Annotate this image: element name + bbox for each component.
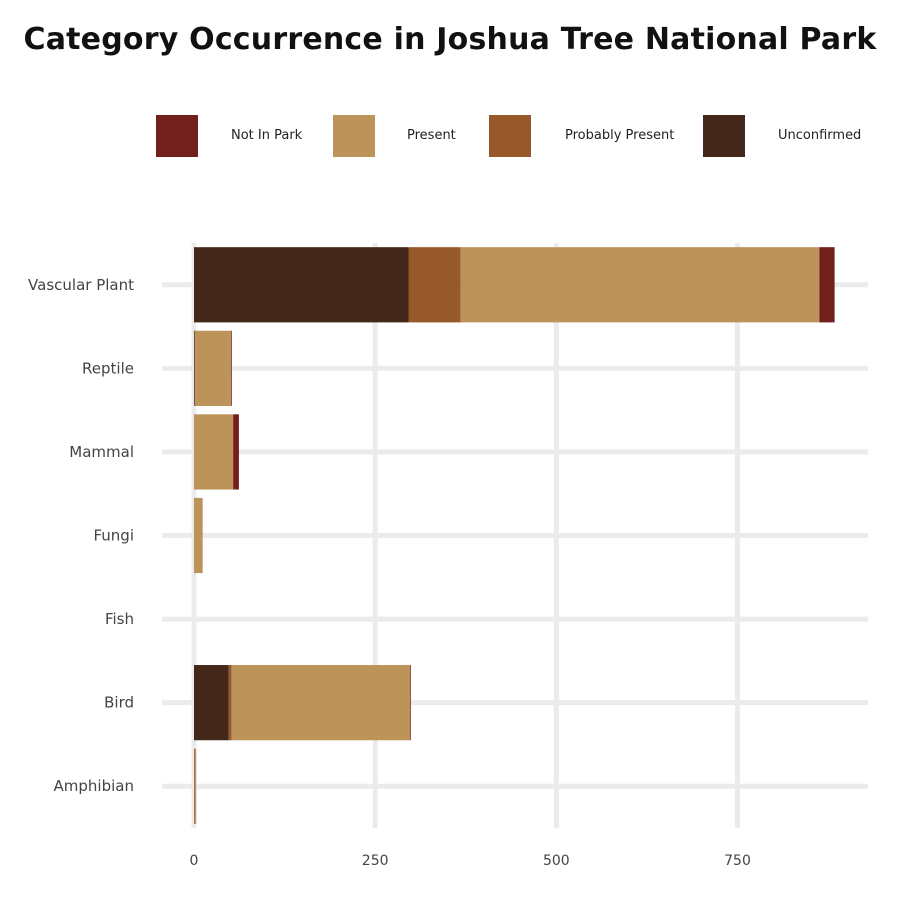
x-tick-label-500: 500 [543, 853, 570, 869]
bar-amphibian-probably-present [194, 748, 195, 824]
bar-reptile-unconfirmed [194, 330, 195, 406]
y-tick-label-fish: Fish [105, 610, 134, 628]
x-tick-label-750: 750 [724, 853, 751, 869]
y-tick-label-vascular-plant: Vascular Plant [28, 276, 134, 294]
y-tick-label-mammal: Mammal [69, 443, 134, 461]
legend-label-probably-present: Probably Present [565, 128, 675, 143]
bar-vascular-plant-probably-present [408, 247, 461, 323]
legend-label-present: Present [407, 128, 456, 143]
x-tick-label-0: 0 [190, 853, 199, 869]
bar-bird-present [231, 665, 410, 741]
bar-mammal-not-in-park [233, 414, 239, 490]
bar-vascular-plant-not-in-park [819, 247, 835, 323]
y-tick-label-fungi: Fungi [93, 527, 134, 545]
bar-reptile-not-in-park [230, 330, 232, 406]
y-tick-label-bird: Bird [104, 694, 134, 712]
bar-vascular-plant-unconfirmed [194, 247, 409, 323]
legend-swatch-unconfirmed [703, 115, 745, 157]
bar-fungi-present [194, 497, 203, 574]
legend-swatch-not-in-park [156, 115, 198, 157]
bar-amphibian-present [194, 748, 197, 824]
legend-swatch-probably-present [489, 115, 531, 157]
bar-mammal-present [194, 414, 234, 490]
y-tick-label-amphibian: Amphibian [54, 777, 134, 795]
bar-bird-probably-present [228, 665, 232, 741]
legend-label-unconfirmed: Unconfirmed [778, 128, 862, 143]
bar-bird-unconfirmed [194, 665, 229, 741]
legend-label-not-in-park: Not In Park [231, 128, 303, 143]
y-tick-label-reptile: Reptile [82, 359, 134, 377]
legend: Not In Park Present Probably Present Unc… [0, 0, 900, 200]
bar-bird-not-in-park [409, 665, 411, 741]
x-tick-label-250: 250 [362, 853, 389, 869]
bar-vascular-plant-present [460, 247, 820, 323]
chart-title: Category Occurrence in Joshua Tree Natio… [23, 22, 877, 57]
legend-swatch-present [333, 115, 375, 157]
bar-reptile-present [194, 330, 231, 406]
